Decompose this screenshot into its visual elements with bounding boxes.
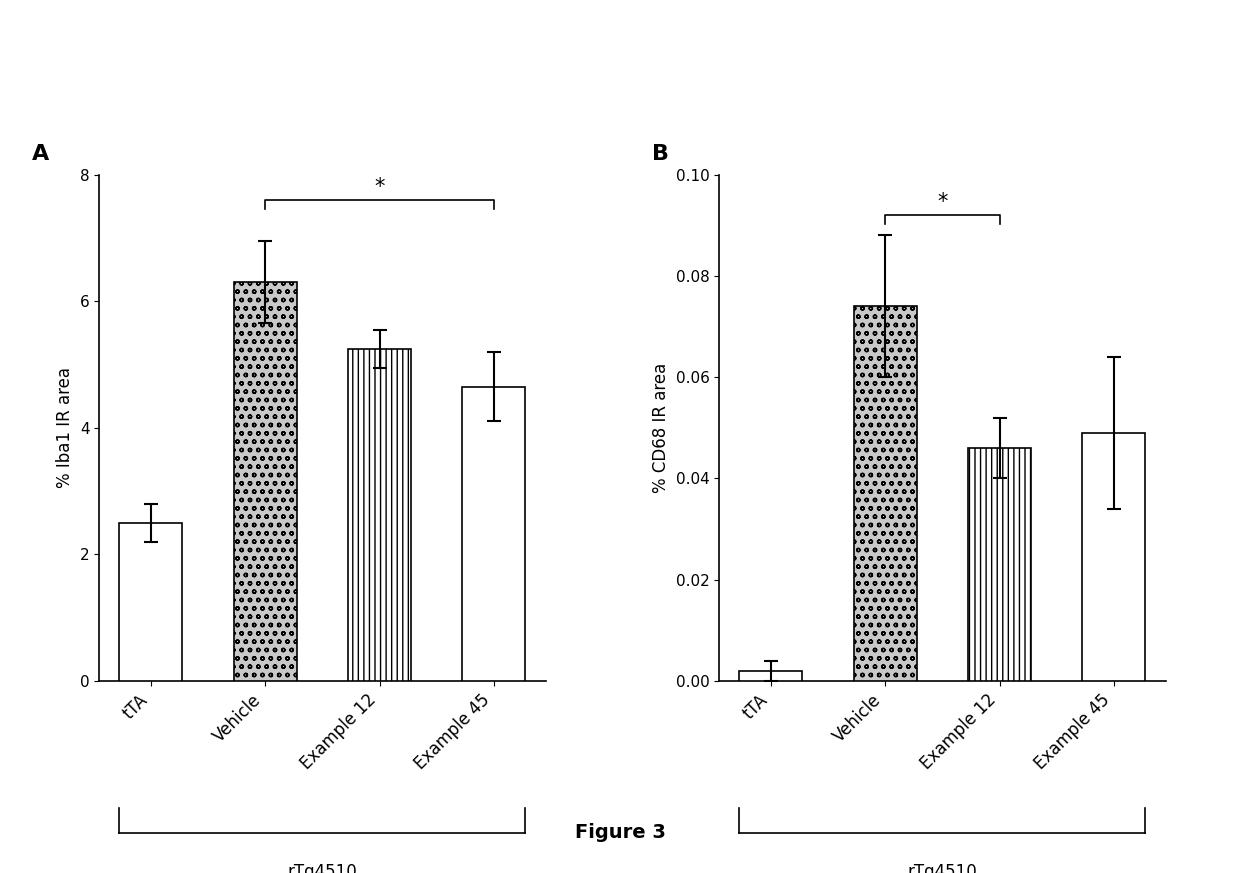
Bar [854,306,916,681]
Bar [1083,433,1146,681]
Text: B: B [652,144,670,164]
Bar [234,282,296,681]
Y-axis label: % CD68 IR area: % CD68 IR area [652,362,670,493]
Bar [739,670,802,681]
Bar [463,387,526,681]
Bar [119,523,182,681]
Text: Figure 3: Figure 3 [574,823,666,842]
Text: rTg4510: rTg4510 [288,863,357,873]
Text: rTg4510: rTg4510 [908,863,977,873]
Text: A: A [32,144,50,164]
Bar [968,448,1030,681]
Bar [348,348,410,681]
Y-axis label: % Iba1 IR area: % Iba1 IR area [56,368,74,488]
Text: *: * [937,192,947,212]
Text: *: * [374,177,384,197]
